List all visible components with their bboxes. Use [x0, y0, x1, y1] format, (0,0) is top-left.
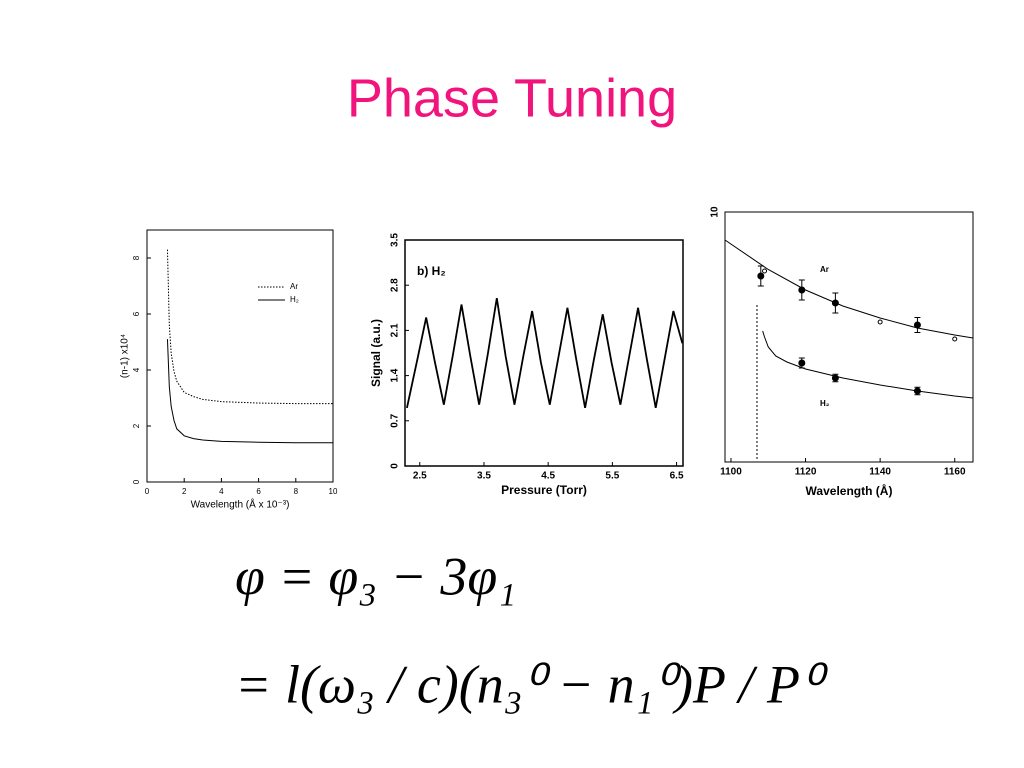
y-tick-label: 2: [132, 423, 141, 428]
equation-line: = l(ω₃ / c)(n₃⁰ − n₁⁰)P / P⁰: [235, 654, 829, 714]
plot-frame: [146, 229, 334, 483]
x-tick-label: 2.5: [413, 471, 427, 482]
x-tick-label: 2: [182, 487, 187, 496]
x-axis-label: Wavelength (Å x 10⁻³): [191, 498, 290, 511]
data-point: [877, 319, 883, 325]
x-tick-label: 10: [329, 487, 338, 496]
x-tick-label: 6.5: [670, 471, 684, 482]
plot-frame: [404, 239, 684, 467]
y-tick-label: 0: [390, 463, 401, 469]
chart-title: b) H₂: [417, 264, 446, 278]
x-tick-label: 3.5: [477, 471, 491, 482]
y-tick-label: 0.7: [390, 413, 401, 427]
y-tick-label: 2.8: [390, 278, 401, 292]
data-point: [913, 387, 921, 395]
data-line: [166, 249, 333, 405]
y-tick-label: 8: [132, 255, 141, 260]
y-tick-label: 2.1: [390, 323, 401, 337]
fit-curve: [762, 330, 974, 399]
legend-label: H₂: [290, 295, 299, 304]
x-tick-label: 8: [294, 487, 299, 496]
data-point: [762, 268, 768, 274]
x-tick-label: 6: [256, 487, 261, 496]
y-axis-label: Signal (a.u.): [369, 319, 383, 387]
legend-label: Ar: [290, 282, 298, 291]
x-tick-label: 1140: [869, 467, 891, 478]
data-point: [952, 336, 958, 342]
x-axis-label: Wavelength (Å): [806, 483, 893, 498]
data-point: [913, 321, 921, 329]
x-tick-label: 5.5: [605, 471, 619, 482]
data-point: [831, 374, 839, 382]
data-point: [757, 272, 765, 280]
x-tick-label: 1100: [720, 467, 742, 478]
data-line: [166, 339, 333, 444]
data-point: [831, 299, 839, 307]
x-tick-label: 4.5: [541, 471, 555, 482]
x-tick-label: 1160: [944, 467, 966, 478]
fit-curve: [724, 239, 974, 339]
plot-frame: [724, 211, 974, 463]
x-tick-label: 4: [219, 487, 224, 496]
data-point: [798, 286, 806, 294]
y-tick-label: 1.4: [390, 368, 401, 382]
slide-title: Phase Tuning: [347, 68, 677, 128]
y-tick-label: 10: [710, 206, 721, 218]
x-tick-label: 0: [145, 487, 150, 496]
y-axis-label: (n-1) x10⁴: [120, 334, 131, 378]
y-tick-label: 6: [132, 311, 141, 316]
data-line: [406, 297, 684, 409]
series-label: H₂: [820, 399, 830, 408]
y-tick-label: 0: [132, 479, 141, 484]
x-axis-label: Pressure (Torr): [501, 483, 587, 497]
data-point: [798, 359, 806, 367]
y-tick-label: 3.5: [390, 233, 401, 247]
series-label: Ar: [820, 265, 829, 274]
equation-line: φ = φ₃ − 3φ₁: [235, 546, 516, 606]
x-tick-label: 1120: [795, 467, 817, 478]
y-tick-label: 4: [132, 367, 141, 372]
